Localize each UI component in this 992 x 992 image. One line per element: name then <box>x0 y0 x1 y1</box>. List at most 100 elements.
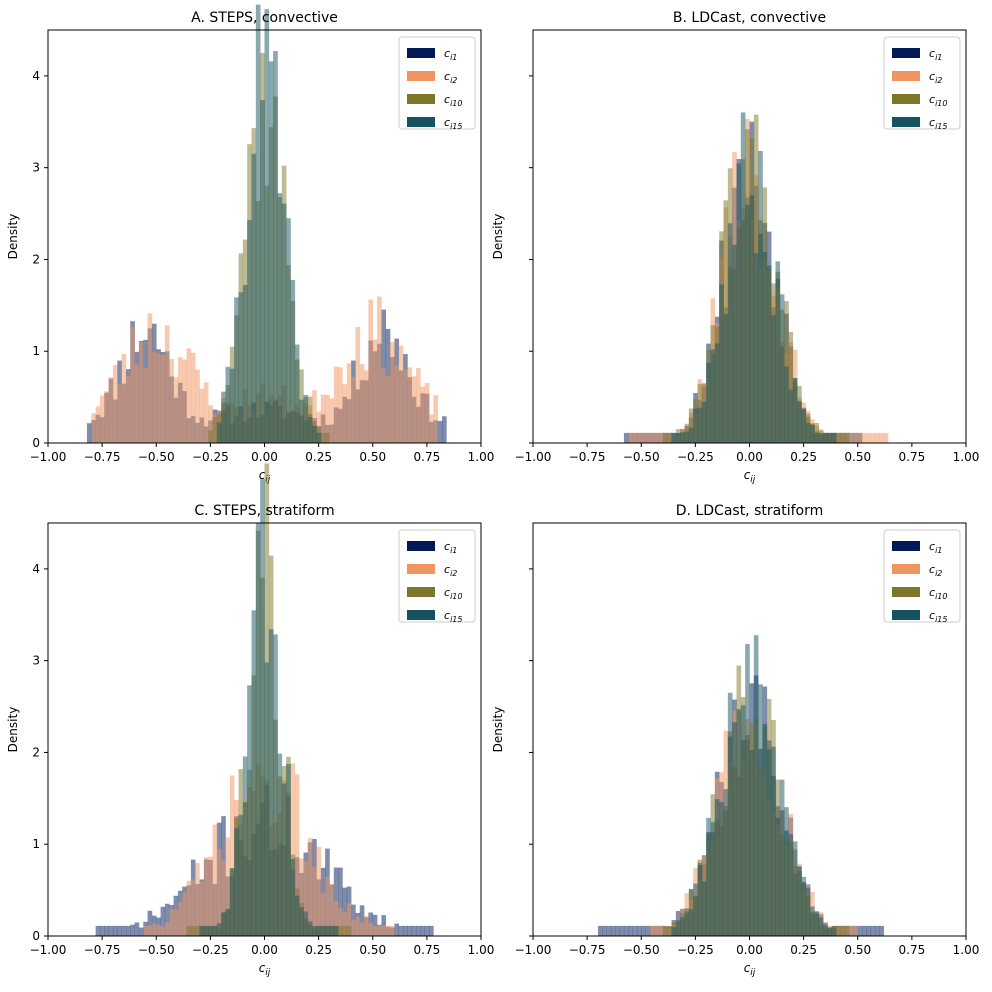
histogram-bar <box>221 912 226 936</box>
histogram-bar <box>398 925 404 936</box>
x-tick-label: 0.75 <box>414 943 441 957</box>
histogram-bar <box>225 837 231 936</box>
histogram-bar <box>740 112 746 444</box>
histogram-bar <box>273 634 278 936</box>
x-tick-label: −1.00 <box>515 943 552 957</box>
histogram-bar <box>844 925 850 936</box>
histogram-bar <box>134 922 140 936</box>
histogram-bar <box>697 407 703 443</box>
histogram-bar <box>840 925 846 936</box>
histogram-bar <box>320 394 326 443</box>
legend-label: ci15 <box>444 609 462 624</box>
y-tick-label: 4 <box>32 562 40 576</box>
histogram-bar <box>680 917 685 936</box>
legend-swatch <box>407 117 435 127</box>
histogram-bar <box>632 432 638 443</box>
y-axis-ticks <box>529 75 533 444</box>
histogram-bar <box>433 395 438 443</box>
histogram-bar <box>866 432 872 443</box>
histogram-bar <box>290 858 296 936</box>
histogram-bar <box>95 406 101 443</box>
histogram-bar <box>879 925 885 936</box>
histogram-bar <box>147 910 153 936</box>
histogram-bar <box>723 313 729 443</box>
histogram-bar <box>797 400 802 443</box>
histogram-bar <box>225 909 231 936</box>
histogram-bar <box>312 390 317 443</box>
histogram-bar <box>372 339 378 443</box>
histogram-bar <box>147 313 153 443</box>
math-subscript: i15 <box>935 615 947 624</box>
histogram-bar <box>112 365 118 443</box>
histogram-bar <box>151 923 157 936</box>
y-tick-label: 0 <box>32 436 40 450</box>
histogram-bar <box>299 399 304 443</box>
histogram-bar <box>879 432 885 443</box>
histogram-bar <box>645 432 651 443</box>
histogram-bar <box>316 925 322 936</box>
histogram-bar <box>294 774 300 936</box>
histogram-bar <box>636 925 642 936</box>
histogram-bar <box>407 367 413 443</box>
histogram-bar <box>234 297 239 443</box>
histogram-bar <box>307 838 313 936</box>
histogram-bar <box>649 432 655 443</box>
histogram-bar <box>602 925 607 936</box>
x-tick-label: −1.00 <box>515 450 552 464</box>
math-subscript: ij <box>265 968 271 978</box>
histogram-bar <box>346 925 352 936</box>
histogram-bar <box>312 867 317 936</box>
x-tick-label: 0.25 <box>305 943 332 957</box>
histogram-bar <box>212 824 218 936</box>
histogram-bar <box>164 325 170 443</box>
histogram-bar <box>836 432 841 443</box>
histogram-bar <box>325 394 330 443</box>
histogram-bar <box>290 279 296 443</box>
histogram-bar <box>801 876 807 936</box>
math-base: c <box>929 116 935 129</box>
legend-item: ci1 <box>407 540 457 555</box>
histogram-bar <box>381 915 387 936</box>
histogram-bar <box>814 911 820 936</box>
histogram-bar <box>714 343 720 443</box>
histogram-bar <box>671 926 677 936</box>
histogram-bar <box>429 414 434 443</box>
histogram-bar <box>710 349 716 443</box>
histogram-bar <box>857 925 863 936</box>
histogram-bar <box>753 635 759 936</box>
legend-swatch <box>892 48 920 58</box>
histogram-bar <box>199 388 205 443</box>
math-base: c <box>444 609 450 622</box>
histogram-bar <box>654 925 659 936</box>
x-tick-label: 1.00 <box>468 943 495 957</box>
x-tick-label: 0.50 <box>844 450 871 464</box>
legend-label: ci1 <box>444 540 457 555</box>
histogram-bar <box>156 924 161 936</box>
histogram-bar <box>359 364 365 443</box>
x-tick-label: −1.00 <box>30 450 67 464</box>
legend-label: ci2 <box>444 70 457 85</box>
legend-swatch <box>892 94 920 104</box>
histogram-bar <box>658 925 664 936</box>
y-tick-label: 3 <box>32 654 40 668</box>
histogram-bar <box>268 61 274 443</box>
histogram-bar <box>260 100 265 444</box>
math-subscript: i2 <box>935 76 942 85</box>
histogram-bar <box>195 925 200 936</box>
histogram-bar <box>281 783 287 936</box>
histogram-bar <box>377 296 382 443</box>
histogram-bar <box>203 382 209 443</box>
x-axis-ticks: −1.00 −0.75 −0.50 −0.25 0.00 0.25 0.50 0.75 1.00 <box>30 443 494 464</box>
histogram-bar <box>264 9 270 443</box>
histogram-bar <box>831 925 837 936</box>
legend-item: ci15 <box>892 609 947 624</box>
histogram-bar <box>99 395 105 443</box>
x-tick-label: 0.75 <box>899 450 926 464</box>
histogram-bar <box>688 427 694 443</box>
math-subscript: i10 <box>935 592 947 601</box>
histogram-bar <box>823 924 828 936</box>
legend-frame <box>883 529 961 623</box>
histogram-bar <box>424 382 430 443</box>
histogram-bar <box>403 369 408 443</box>
